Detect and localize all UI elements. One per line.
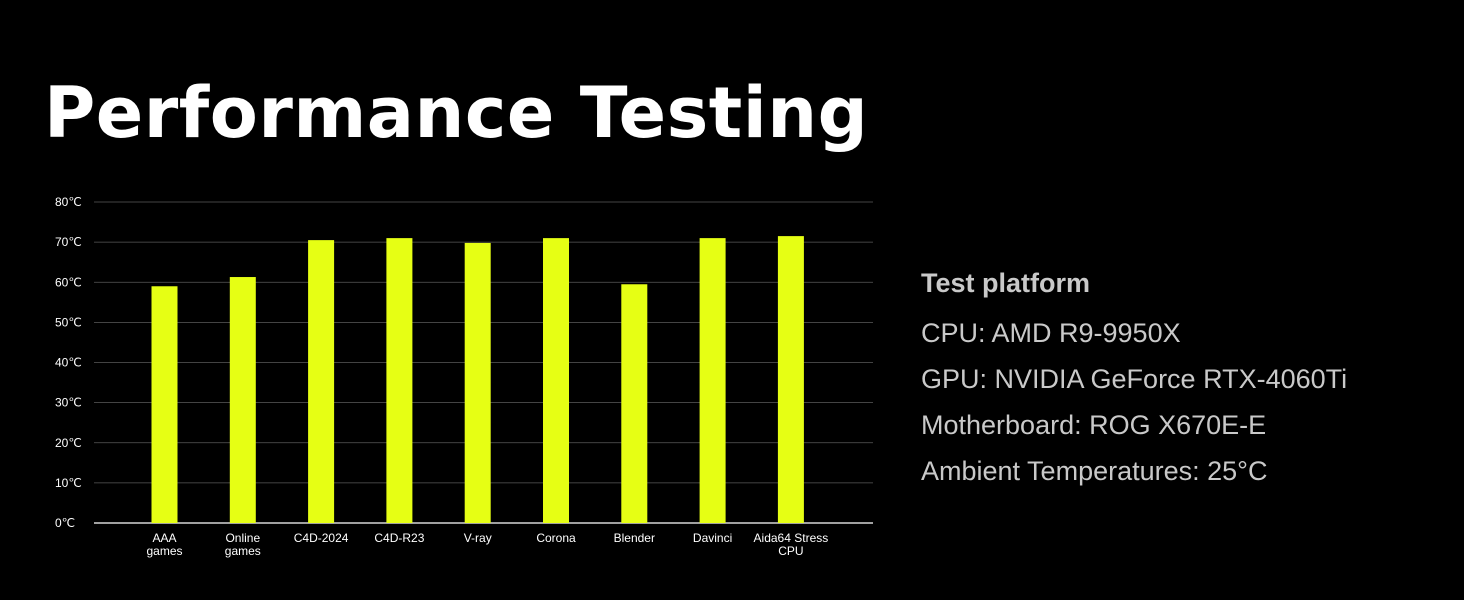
x-category-label: Blender — [614, 531, 655, 545]
bar — [464, 242, 491, 524]
x-category-label: C4D-R23 — [374, 531, 424, 545]
y-tick-label: 70℃ — [55, 235, 82, 249]
spec-cpu: CPU: AMD R9-9950X — [921, 318, 1181, 348]
spec-ambient-temperature: Ambient Temperatures: 25°C — [921, 456, 1268, 486]
x-category-label: Davinci — [693, 531, 732, 545]
y-tick-label: 50℃ — [55, 315, 82, 329]
x-category-label: AAA — [152, 531, 176, 545]
x-category-label: Corona — [536, 531, 576, 545]
y-tick-label: 80℃ — [55, 195, 82, 209]
y-tick-label: 10℃ — [55, 476, 82, 490]
bar — [229, 277, 256, 523]
page-title: Performance Testing — [44, 72, 869, 154]
spec-gpu: GPU: NVIDIA GeForce RTX-4060Ti — [921, 364, 1348, 394]
x-category-label: Online — [225, 531, 260, 545]
test-platform-panel: Test platform CPU: AMD R9-9950X GPU: NVI… — [921, 264, 1347, 494]
bar — [386, 238, 413, 524]
y-tick-label: 20℃ — [55, 436, 82, 450]
bar-chart: 0℃10℃20℃30℃40℃50℃60℃70℃80℃AAAgamesOnline… — [55, 195, 873, 558]
x-category-label: CPU — [778, 544, 803, 558]
x-category-label: games — [146, 544, 182, 558]
spec-motherboard: Motherboard: ROG X670E-E — [921, 410, 1267, 440]
bar — [777, 236, 804, 523]
x-category-label: Aida64 Stress — [754, 531, 829, 545]
x-category-label: V-ray — [464, 531, 492, 545]
x-category-label: C4D-2024 — [294, 531, 349, 545]
y-tick-label: 30℃ — [55, 396, 82, 410]
test-platform-title: Test platform — [921, 268, 1091, 298]
bar — [151, 286, 178, 523]
bar — [543, 238, 569, 524]
bar — [699, 238, 726, 524]
y-tick-label: 40℃ — [55, 356, 82, 370]
bar — [621, 284, 648, 523]
bar — [308, 240, 335, 523]
y-tick-label: 0℃ — [55, 516, 75, 530]
x-category-label: games — [225, 544, 261, 558]
y-tick-label: 60℃ — [55, 275, 82, 289]
